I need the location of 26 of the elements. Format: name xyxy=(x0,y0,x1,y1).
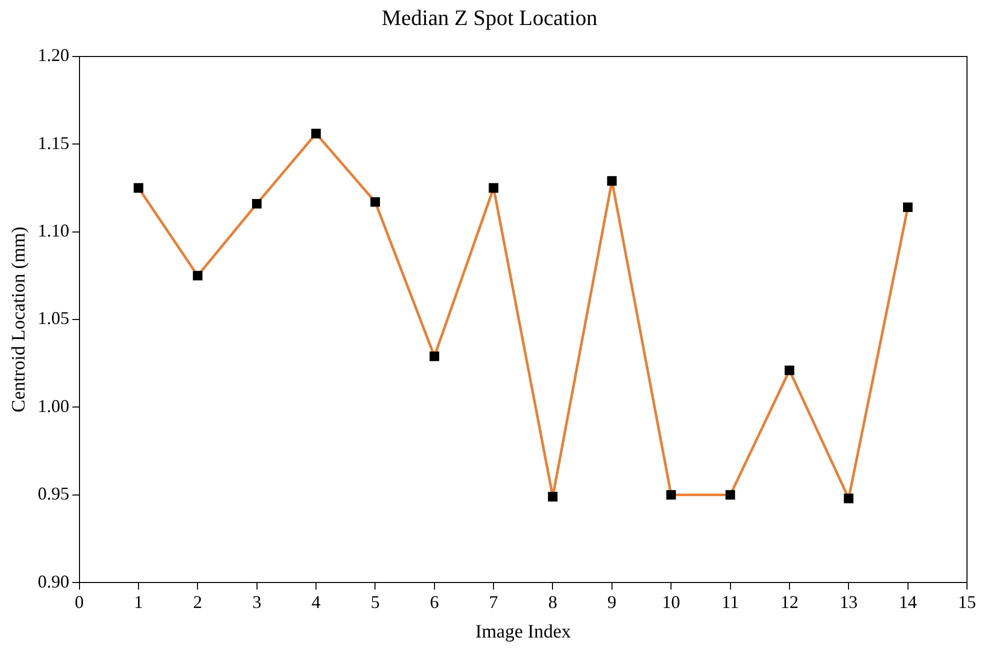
y-tick-label: 0.90 xyxy=(38,571,70,592)
y-tick-label: 1.15 xyxy=(38,132,70,153)
x-tick-label: 3 xyxy=(252,592,262,612)
x-tick-label: 2 xyxy=(193,592,202,612)
y-tick-label: 1.20 xyxy=(38,45,70,66)
y-tick-label: 1.00 xyxy=(38,396,70,416)
x-tick-label: 9 xyxy=(607,592,616,612)
x-tick-label: 0 xyxy=(74,592,84,612)
x-tick-label: 7 xyxy=(489,592,498,612)
x-tick-label: 11 xyxy=(722,592,739,612)
y-tick-label: 1.10 xyxy=(38,220,70,241)
x-tick-label: 15 xyxy=(958,592,976,612)
x-axis-title: Image Index xyxy=(475,622,572,643)
chart-title: Median Z Spot Location xyxy=(382,4,598,30)
y-axis-title: Centroid Location (mm) xyxy=(8,226,30,412)
x-tick-label: 1 xyxy=(134,592,143,612)
x-tick-label: 13 xyxy=(840,592,858,612)
x-tick-label: 10 xyxy=(662,592,680,612)
x-tick-label: 8 xyxy=(548,592,558,612)
x-tick-label: 6 xyxy=(430,592,439,612)
x-tick-label: 4 xyxy=(312,592,321,612)
x-tick-label: 14 xyxy=(898,592,917,612)
y-tick-label: 1.05 xyxy=(38,308,70,328)
y-tick-label: 0.95 xyxy=(38,484,70,504)
x-tick-label: 12 xyxy=(780,592,798,612)
x-tick-label: 5 xyxy=(370,592,380,612)
